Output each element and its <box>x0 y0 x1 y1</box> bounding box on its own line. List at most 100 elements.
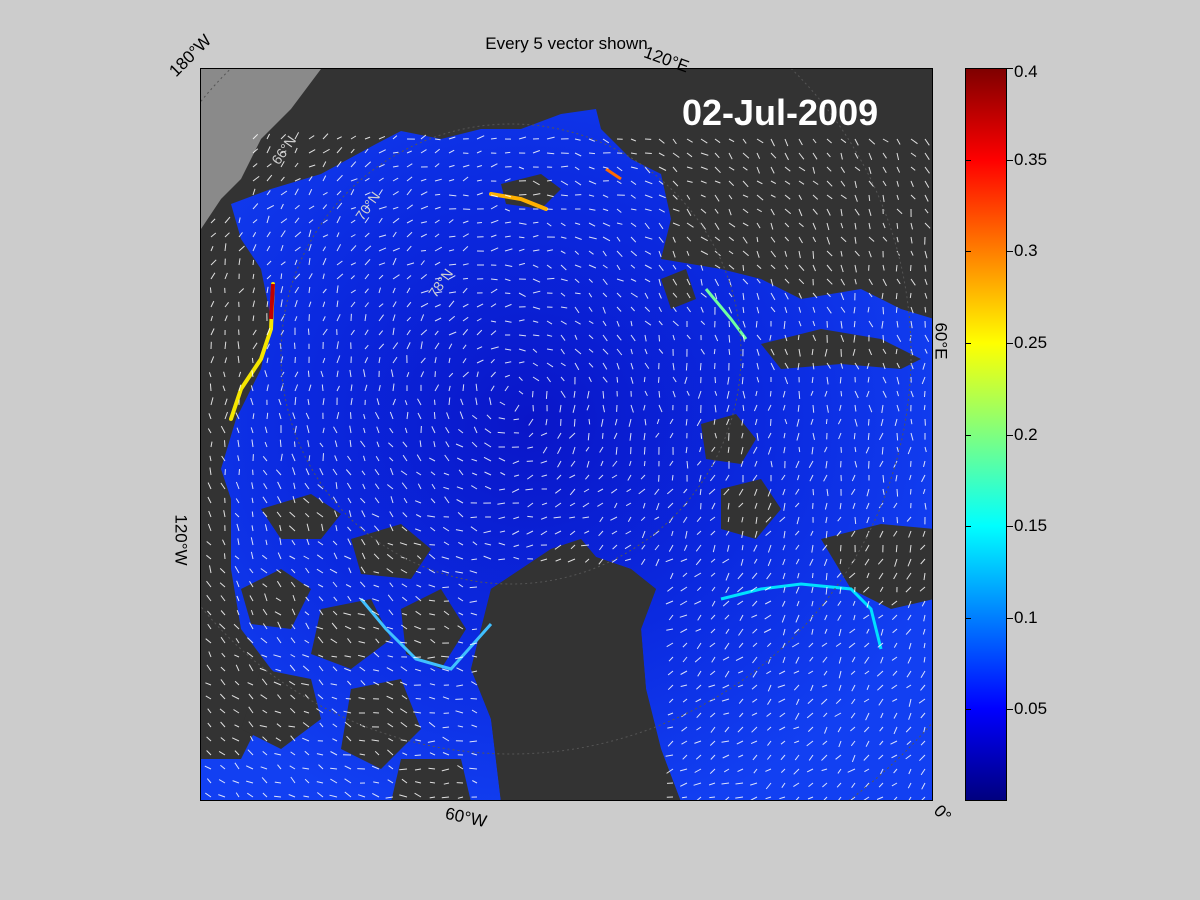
drift-vector <box>331 708 338 714</box>
drift-vector <box>658 292 662 299</box>
drift-vector <box>910 488 912 495</box>
colorbar-tick-mark <box>965 68 971 69</box>
drift-vector <box>824 614 828 621</box>
drift-vector <box>210 259 217 266</box>
drift-vector <box>686 264 692 269</box>
drift-vector <box>906 670 912 678</box>
drift-vector <box>274 710 282 714</box>
drift-vector <box>208 651 212 658</box>
drift-vector <box>854 152 859 159</box>
drift-vector <box>504 151 511 154</box>
drift-vector <box>360 440 366 448</box>
drift-vector <box>261 654 268 658</box>
drift-vector <box>794 754 800 761</box>
drift-vector <box>316 568 324 574</box>
drift-vector <box>658 250 662 258</box>
drift-vector <box>486 414 492 420</box>
drift-vector <box>462 176 469 182</box>
drift-vector <box>672 320 679 327</box>
drift-vector <box>838 670 842 679</box>
drift-vector <box>629 460 632 467</box>
drift-vector <box>848 572 856 579</box>
drift-vector <box>602 432 604 439</box>
drift-vector <box>402 454 408 462</box>
drift-vector <box>456 486 464 490</box>
drift-vector <box>812 152 818 160</box>
drift-vector <box>826 236 831 245</box>
drift-vector <box>364 204 370 210</box>
drift-vector <box>330 767 338 770</box>
drift-vector <box>392 231 397 238</box>
drift-vector <box>332 723 338 728</box>
drift-vector <box>742 292 745 301</box>
drift-vector <box>363 369 366 378</box>
drift-vector <box>679 768 688 772</box>
drift-vector <box>457 765 464 770</box>
drift-vector <box>416 471 422 476</box>
drift-vector <box>210 441 213 448</box>
drift-vector <box>682 642 688 648</box>
drift-vector <box>490 219 499 224</box>
drift-vector <box>714 180 721 184</box>
drift-vector <box>766 642 772 648</box>
drift-vector <box>560 376 565 382</box>
drift-vector <box>359 739 366 742</box>
drift-vector <box>672 138 677 145</box>
drift-vector <box>417 412 422 420</box>
drift-vector <box>742 390 746 399</box>
drift-vector <box>910 194 916 200</box>
drift-vector <box>208 372 212 378</box>
drift-vector <box>910 320 913 329</box>
drift-vector <box>264 524 268 532</box>
drift-vector <box>304 750 310 756</box>
drift-vector <box>364 148 369 154</box>
drift-vector <box>350 301 356 308</box>
drift-vector <box>694 768 702 773</box>
drift-vector <box>399 768 408 771</box>
drift-vector <box>735 796 744 799</box>
drift-vector <box>766 726 772 731</box>
drift-vector <box>851 782 856 788</box>
drift-vector <box>290 735 296 742</box>
drift-vector <box>349 425 352 434</box>
drift-vector <box>797 362 800 371</box>
drift-vector <box>234 654 240 658</box>
drift-vector <box>205 682 212 686</box>
drift-vector <box>585 474 590 480</box>
drift-vector <box>263 483 268 490</box>
drift-vector <box>808 754 814 761</box>
drift-vector <box>765 768 772 772</box>
drift-vector <box>784 222 790 228</box>
drift-vector <box>700 306 704 313</box>
drift-vector <box>740 460 744 467</box>
drift-vector <box>823 796 828 800</box>
drift-vector <box>586 460 590 468</box>
drift-vector <box>602 348 609 355</box>
drift-vector <box>292 594 296 602</box>
drift-vector <box>881 320 884 329</box>
drift-vector <box>737 586 744 593</box>
drift-vector <box>266 215 270 224</box>
drift-vector <box>798 180 805 185</box>
drift-vector <box>810 418 814 425</box>
colorbar-tick-label: 0.35 <box>1014 149 1048 169</box>
drift-vector <box>322 398 325 406</box>
drift-vector <box>700 432 703 439</box>
fast-drift-band-fram <box>359 598 493 671</box>
drift-vector <box>864 642 870 648</box>
drift-vector <box>306 538 310 546</box>
drift-vector <box>224 553 226 560</box>
drift-vector <box>826 166 832 172</box>
drift-vector <box>336 300 339 308</box>
drift-vector <box>458 469 464 476</box>
drift-vector <box>392 257 397 266</box>
drift-vector <box>231 694 240 700</box>
drift-vector <box>332 496 338 504</box>
drift-vector <box>641 530 646 539</box>
drift-vector <box>294 147 298 154</box>
drift-vector <box>782 656 786 664</box>
drift-vector <box>722 656 730 661</box>
drift-vector <box>809 614 814 622</box>
drift-vector <box>305 596 310 602</box>
drift-vector <box>557 432 562 439</box>
